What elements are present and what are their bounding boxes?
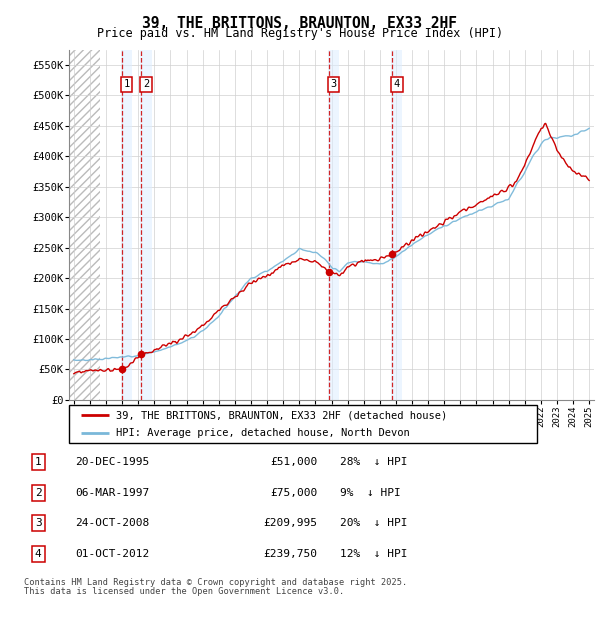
Text: This data is licensed under the Open Government Licence v3.0.: This data is licensed under the Open Gov… xyxy=(24,587,344,596)
Text: 9%  ↓ HPI: 9% ↓ HPI xyxy=(340,488,401,498)
Bar xyxy=(69,50,100,400)
Text: £75,000: £75,000 xyxy=(270,488,317,498)
Text: 4: 4 xyxy=(394,79,400,89)
Text: 3: 3 xyxy=(35,518,41,528)
Text: Contains HM Land Registry data © Crown copyright and database right 2025.: Contains HM Land Registry data © Crown c… xyxy=(24,578,407,587)
Text: 1: 1 xyxy=(35,458,41,467)
Text: £51,000: £51,000 xyxy=(270,458,317,467)
Text: 3: 3 xyxy=(331,79,337,89)
Text: 01-OCT-2012: 01-OCT-2012 xyxy=(75,549,149,559)
Text: 28%  ↓ HPI: 28% ↓ HPI xyxy=(340,458,407,467)
Text: HPI: Average price, detached house, North Devon: HPI: Average price, detached house, Nort… xyxy=(116,428,410,438)
Text: 2: 2 xyxy=(35,488,41,498)
Bar xyxy=(391,50,403,400)
Text: 39, THE BRITTONS, BRAUNTON, EX33 2HF: 39, THE BRITTONS, BRAUNTON, EX33 2HF xyxy=(143,16,458,30)
Text: 20%  ↓ HPI: 20% ↓ HPI xyxy=(340,518,407,528)
Text: £209,995: £209,995 xyxy=(263,518,317,528)
Text: 20-DEC-1995: 20-DEC-1995 xyxy=(75,458,149,467)
Bar xyxy=(121,50,132,400)
Text: 12%  ↓ HPI: 12% ↓ HPI xyxy=(340,549,407,559)
Text: 2: 2 xyxy=(143,79,149,89)
Bar xyxy=(140,50,152,400)
Text: £239,750: £239,750 xyxy=(263,549,317,559)
FancyBboxPatch shape xyxy=(69,405,537,443)
Text: 24-OCT-2008: 24-OCT-2008 xyxy=(75,518,149,528)
Text: 4: 4 xyxy=(35,549,41,559)
Text: 39, THE BRITTONS, BRAUNTON, EX33 2HF (detached house): 39, THE BRITTONS, BRAUNTON, EX33 2HF (de… xyxy=(116,410,447,420)
Text: 06-MAR-1997: 06-MAR-1997 xyxy=(75,488,149,498)
Bar xyxy=(328,50,339,400)
Text: 1: 1 xyxy=(124,79,130,89)
Text: Price paid vs. HM Land Registry's House Price Index (HPI): Price paid vs. HM Land Registry's House … xyxy=(97,27,503,40)
